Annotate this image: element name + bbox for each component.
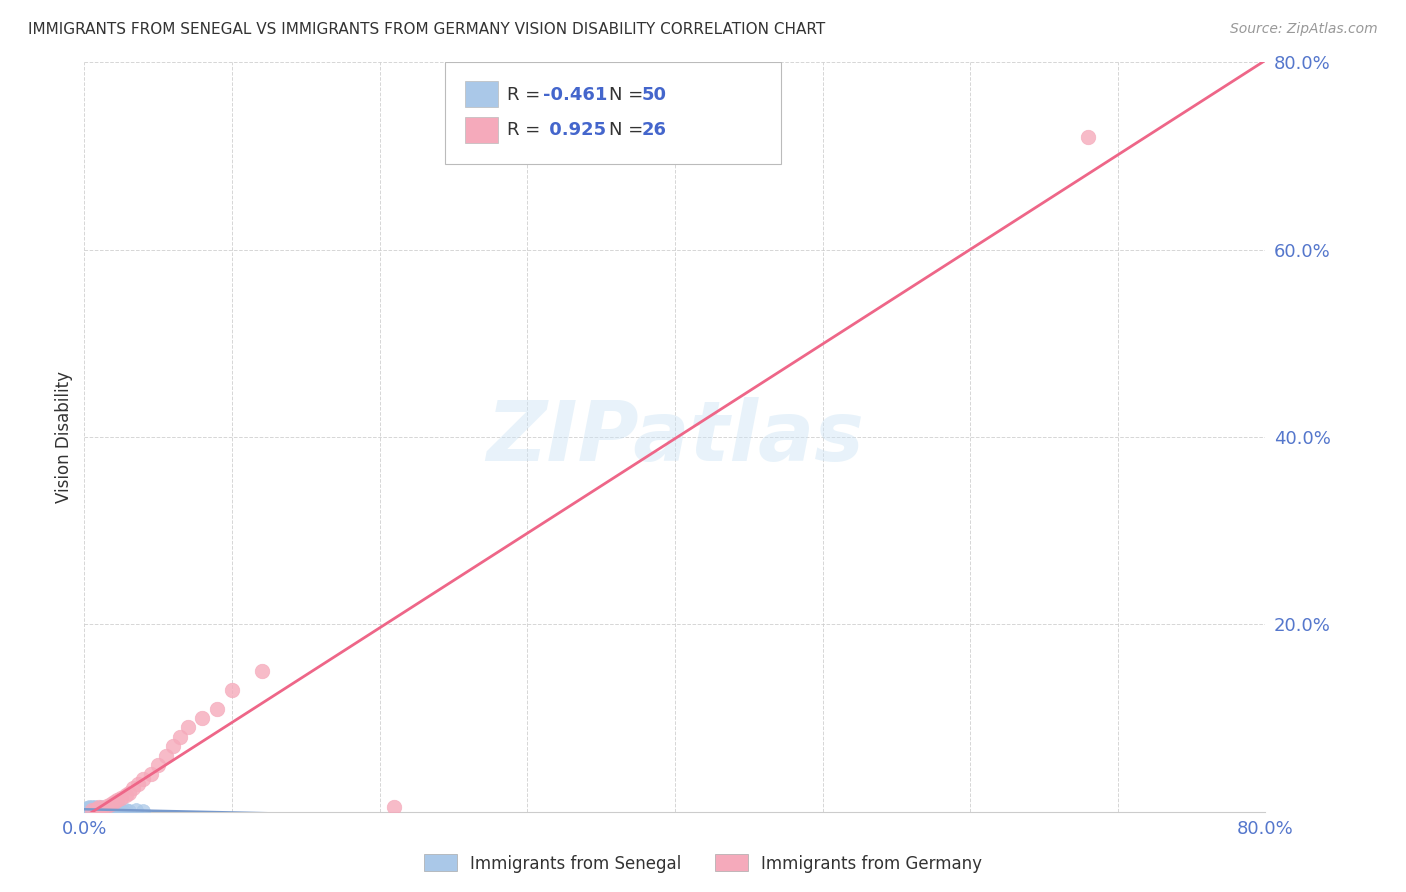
Bar	[464, 117, 498, 144]
Point	[84, 803, 107, 817]
Point	[221, 683, 243, 698]
Text: R =: R =	[508, 121, 546, 139]
Point	[80, 802, 103, 816]
Point	[148, 758, 170, 772]
Point	[207, 701, 229, 715]
Point	[94, 803, 117, 817]
Point	[77, 803, 100, 817]
Point	[86, 804, 108, 818]
Point	[96, 804, 118, 818]
Point	[84, 804, 107, 818]
Point	[1077, 130, 1099, 145]
Text: -0.461: -0.461	[543, 86, 607, 103]
Point	[118, 804, 141, 818]
Point	[114, 803, 136, 817]
Point	[105, 803, 128, 817]
Point	[82, 801, 104, 815]
Point	[80, 800, 103, 814]
Point	[93, 802, 115, 816]
Point	[155, 748, 177, 763]
Bar	[464, 81, 498, 107]
Point	[79, 804, 101, 818]
Point	[125, 803, 148, 817]
Point	[83, 800, 105, 814]
Point	[80, 803, 103, 817]
Point	[111, 804, 134, 818]
Point	[101, 802, 124, 816]
Point	[77, 800, 100, 814]
Point	[108, 802, 131, 816]
Text: ZIPatlas: ZIPatlas	[486, 397, 863, 477]
Point	[87, 804, 111, 818]
Point	[110, 790, 132, 805]
Point	[76, 801, 98, 815]
Point	[87, 800, 111, 814]
Point	[80, 804, 103, 818]
Point	[93, 804, 115, 818]
Point	[77, 804, 100, 818]
Point	[103, 804, 125, 818]
Text: Source: ZipAtlas.com: Source: ZipAtlas.com	[1230, 22, 1378, 37]
Point	[114, 788, 136, 802]
Point	[122, 781, 145, 796]
Point	[75, 804, 97, 818]
Point	[82, 804, 104, 818]
Point	[79, 801, 101, 815]
Point	[82, 803, 104, 817]
Text: N =: N =	[609, 86, 648, 103]
Point	[77, 802, 100, 816]
Point	[97, 803, 120, 817]
Point	[90, 800, 112, 814]
Point	[76, 804, 98, 818]
Point	[250, 664, 273, 679]
Point	[127, 776, 149, 791]
Point	[76, 803, 98, 817]
Text: 26: 26	[641, 121, 666, 139]
Point	[132, 772, 155, 786]
Point	[169, 730, 191, 744]
Text: R =: R =	[508, 86, 546, 103]
Point	[83, 802, 105, 816]
Point	[91, 803, 114, 817]
Y-axis label: Vision Disability: Vision Disability	[55, 371, 73, 503]
Point	[105, 793, 128, 807]
Point	[79, 803, 101, 817]
Point	[96, 799, 118, 814]
Point	[162, 739, 184, 753]
Point	[191, 711, 214, 725]
Point	[118, 786, 141, 800]
Text: IMMIGRANTS FROM SENEGAL VS IMMIGRANTS FROM GERMANY VISION DISABILITY CORRELATION: IMMIGRANTS FROM SENEGAL VS IMMIGRANTS FR…	[28, 22, 825, 37]
Point	[98, 804, 121, 818]
Point	[84, 802, 107, 816]
Point	[382, 800, 406, 814]
Point	[139, 767, 162, 781]
Point	[86, 802, 108, 816]
Point	[132, 804, 155, 818]
Point	[83, 804, 105, 818]
Point	[87, 803, 111, 817]
Point	[75, 802, 97, 816]
Point	[100, 797, 122, 812]
Point	[80, 803, 103, 817]
Text: 50: 50	[641, 86, 666, 103]
Point	[91, 804, 114, 818]
Text: 0.925: 0.925	[543, 121, 606, 139]
Point	[91, 801, 114, 815]
Point	[103, 796, 125, 810]
Point	[96, 802, 118, 816]
Point	[90, 802, 112, 816]
Point	[100, 803, 122, 817]
Legend: Immigrants from Senegal, Immigrants from Germany: Immigrants from Senegal, Immigrants from…	[416, 847, 990, 880]
Point	[84, 801, 107, 815]
Point	[177, 721, 200, 735]
FancyBboxPatch shape	[444, 62, 782, 163]
Text: N =: N =	[609, 121, 648, 139]
